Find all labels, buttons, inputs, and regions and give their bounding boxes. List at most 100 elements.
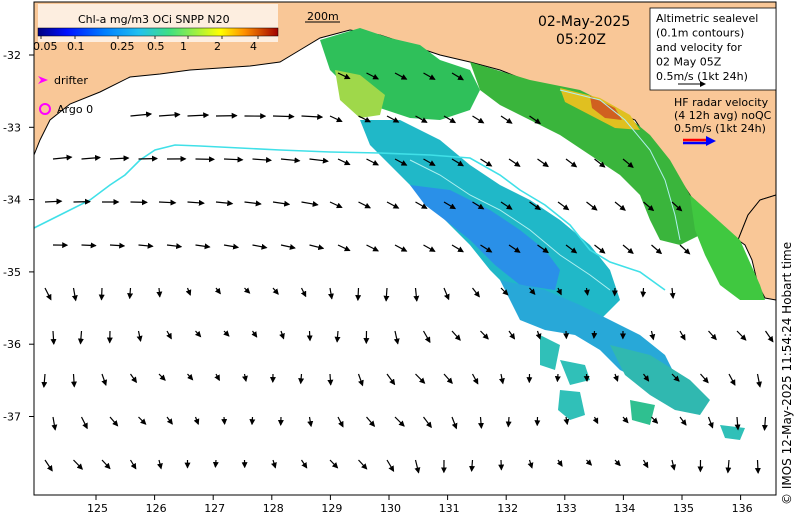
velocity-arrow <box>478 416 484 429</box>
velocity-arrow <box>754 459 761 474</box>
argo-legend: Argo 0 <box>39 103 93 116</box>
velocity-arrow <box>451 416 458 430</box>
velocity-arrow <box>451 244 464 253</box>
velocity-arrow <box>80 416 88 430</box>
lon-tick-label: 129 <box>321 502 342 515</box>
velocity-arrow <box>244 200 262 207</box>
velocity-arrow <box>505 416 512 428</box>
velocity-arrow <box>413 287 420 302</box>
velocity-arrow <box>451 330 461 341</box>
velocity-arrow <box>622 244 634 254</box>
velocity-arrow <box>472 287 480 298</box>
velocity-arrow <box>679 416 687 426</box>
drifter-label: drifter <box>54 74 88 87</box>
velocity-arrow <box>708 330 717 341</box>
velocity-arrow <box>415 115 428 123</box>
velocity-arrow <box>358 201 371 209</box>
velocity-arrow <box>366 72 379 80</box>
velocity-arrow <box>707 416 714 429</box>
velocity-arrow <box>761 416 768 431</box>
scale-bar-label: 200m <box>307 10 339 23</box>
velocity-arrow <box>212 459 219 468</box>
velocity-arrow <box>537 158 549 168</box>
velocity-arrow <box>366 416 376 427</box>
velocity-arrow <box>306 330 313 342</box>
velocity-arrow <box>386 115 400 123</box>
velocity-arrow <box>386 201 400 209</box>
velocity-arrow <box>337 244 351 252</box>
colorbar-title: Chl-a mg/m3 OCi SNPP N20 <box>78 13 230 26</box>
velocity-arrow <box>337 72 351 80</box>
legend-line: (0.1m contours) <box>656 27 744 40</box>
velocity-arrow <box>649 330 656 341</box>
velocity-arrow <box>443 373 453 384</box>
velocity-arrow <box>556 287 562 296</box>
time-label: 05:20Z <box>556 32 606 48</box>
velocity-arrow <box>70 373 77 388</box>
velocity-arrow <box>622 416 629 424</box>
velocity-arrow <box>443 115 457 124</box>
velocity-arrow <box>386 459 395 472</box>
velocity-arrow <box>298 373 305 385</box>
velocity-arrow <box>423 416 432 429</box>
velocity-arrow <box>101 373 108 386</box>
lon-tick-label: 128 <box>263 502 284 515</box>
velocity-arrow <box>185 287 192 296</box>
velocity-arrow <box>556 459 563 467</box>
velocity-arrow <box>214 373 220 382</box>
velocity-arrow <box>394 158 408 166</box>
velocity-arrow <box>156 459 163 470</box>
velocity-arrow <box>138 242 154 249</box>
velocity-arrow <box>280 244 296 250</box>
velocity-arrow <box>156 287 163 298</box>
velocity-arrow <box>529 115 542 125</box>
velocity-arrow <box>613 373 619 382</box>
velocity-arrow <box>451 72 464 81</box>
argo-label: Argo 0 <box>57 103 93 116</box>
velocity-arrow <box>643 201 655 212</box>
velocity-arrow <box>642 459 649 469</box>
velocity-arrow <box>329 459 339 469</box>
lon-tick-label: 135 <box>673 502 694 515</box>
altimetry-contour-3 <box>559 89 681 241</box>
velocity-arrow <box>214 287 221 295</box>
velocity-arrow <box>251 330 258 338</box>
velocity-arrow <box>765 330 774 343</box>
velocity-arrow <box>386 373 396 386</box>
velocity-arrow <box>651 244 663 255</box>
velocity-arrow <box>271 459 277 469</box>
velocity-arrow <box>166 330 172 340</box>
velocity-arrow <box>394 244 408 252</box>
colorbar: Chl-a mg/m3 OCi SNPP N20 0.05 0.1 0.25 0.5 1… <box>33 4 279 53</box>
velocity-arrow <box>500 287 509 296</box>
land-east <box>737 194 777 301</box>
velocity-arrow <box>73 459 83 470</box>
velocity-arrow <box>109 242 126 249</box>
velocity-arrow <box>508 244 521 253</box>
velocity-arrow <box>557 201 570 211</box>
velocity-arrow <box>472 115 485 124</box>
legend-line: Altimetric sealevel <box>656 12 758 25</box>
velocity-arrow <box>101 459 111 470</box>
velocity-arrow <box>480 158 493 167</box>
velocity-arrow <box>700 373 709 384</box>
velocity-arrow <box>280 157 301 164</box>
velocity-arrow <box>221 416 228 425</box>
colorbar-tick-label: 2 <box>214 40 221 53</box>
velocity-arrow <box>329 201 343 209</box>
velocity-arrow <box>309 244 325 251</box>
colorbar-tick-label: 0.05 <box>33 40 58 53</box>
velocity-arrow <box>565 244 578 254</box>
velocity-arrow <box>130 111 153 118</box>
velocity-arrow <box>215 200 234 207</box>
altimetry-contour-2 <box>409 159 611 291</box>
velocity-arrow <box>44 459 53 472</box>
legend-line: and velocity for <box>656 41 742 54</box>
velocity-arrow <box>728 373 736 386</box>
velocity-arrow <box>651 416 659 424</box>
velocity-arrow <box>187 112 210 119</box>
velocity-arrow <box>480 244 493 253</box>
hf-radar-arrow-head <box>706 136 716 146</box>
velocity-arrow <box>725 459 732 474</box>
velocity-arrow <box>563 416 570 426</box>
